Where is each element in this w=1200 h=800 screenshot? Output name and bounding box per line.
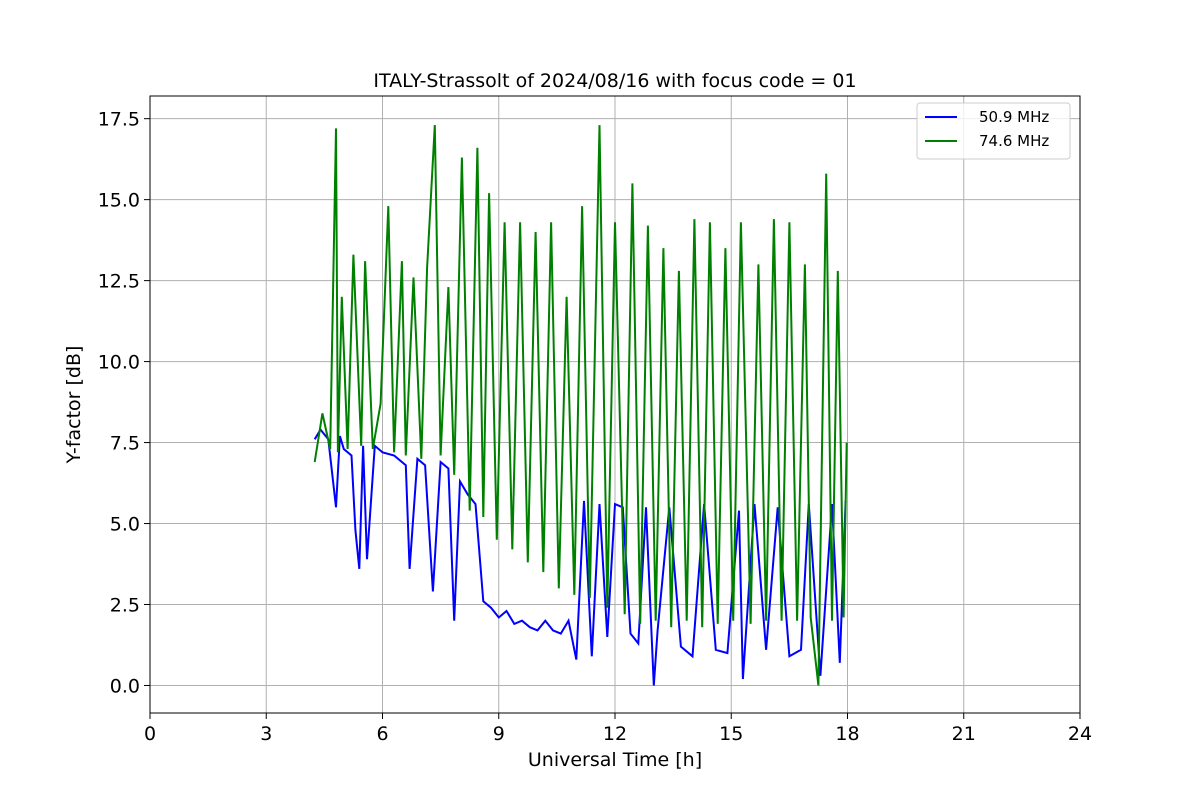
x-tick-label: 9 xyxy=(493,723,505,745)
ticks: 0 3 6 9 12 15 18 21 24 0.0 2.5 5.0 7.5 10.0 12.5 15.0 17… xyxy=(98,109,1092,745)
chart-title: ITALY-Strassolt of 2024/08/16 with focus… xyxy=(373,70,856,92)
x-tick-label: 24 xyxy=(1068,723,1092,745)
y-tick-label: 15.0 xyxy=(98,190,140,212)
y-tick-label: 5.0 xyxy=(110,514,140,536)
y-axis-label: Y-factor [dB] xyxy=(63,346,85,465)
x-tick-label: 12 xyxy=(603,723,627,745)
x-tick-label: 18 xyxy=(835,723,859,745)
series-layer xyxy=(313,125,848,686)
y-tick-label: 17.5 xyxy=(98,109,140,131)
y-tick-label: 2.5 xyxy=(110,594,140,616)
y-tick-label: 12.5 xyxy=(98,271,140,293)
x-axis-label: Universal Time [h] xyxy=(528,749,702,771)
x-tick-label: 21 xyxy=(952,723,976,745)
legend-label-series-2: 74.6 MHz xyxy=(979,132,1049,150)
series-line-1 xyxy=(313,427,847,686)
x-tick-label: 3 xyxy=(260,723,272,745)
y-tick-label: 7.5 xyxy=(110,433,140,455)
x-tick-label: 15 xyxy=(719,723,743,745)
y-tick-label: 0.0 xyxy=(110,675,140,697)
x-tick-label: 6 xyxy=(376,723,388,745)
series-line-2 xyxy=(313,125,848,686)
legend: 50.9 MHz 74.6 MHz xyxy=(916,102,1071,160)
y-tick-label: 10.0 xyxy=(98,352,140,374)
legend-label-series-1: 50.9 MHz xyxy=(979,108,1049,126)
x-tick-label: 0 xyxy=(144,723,156,745)
